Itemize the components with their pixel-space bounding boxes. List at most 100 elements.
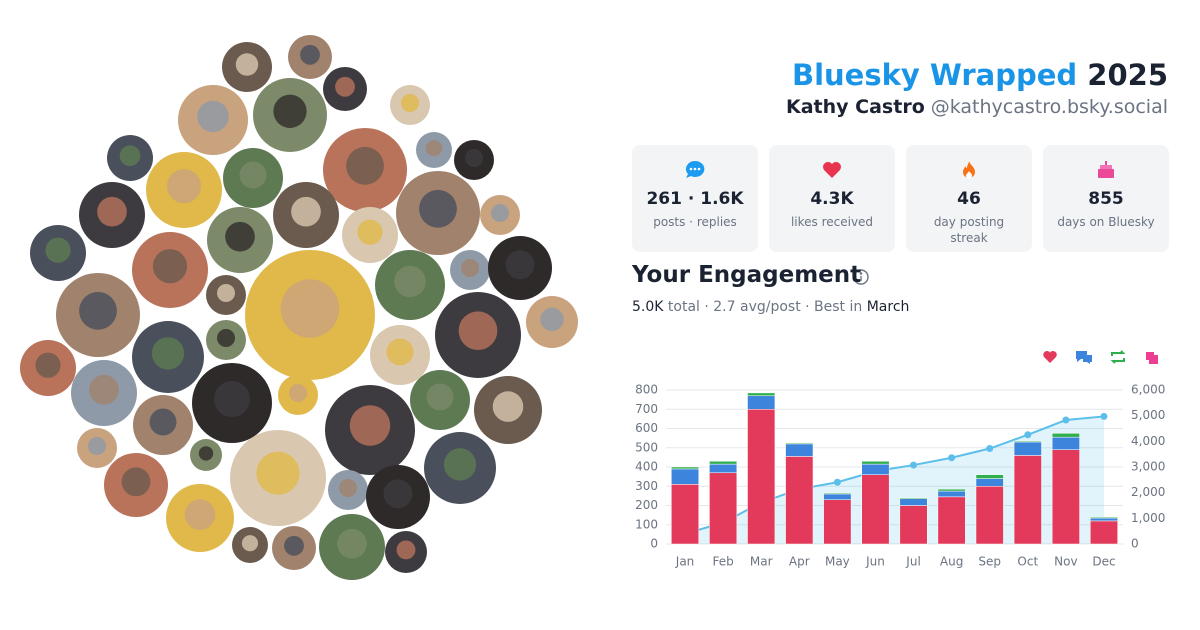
avatar-face [198,446,214,461]
avatar-face [149,408,177,436]
line-point [910,461,918,469]
y2-tick-label: 5,000 [1131,408,1165,422]
x-tick-label: Apr [789,555,810,569]
user-name: Kathy Castro [786,96,925,118]
avatar-face [339,479,357,497]
avatar-face [217,329,235,347]
avatar-face [291,196,321,227]
legend [1043,350,1158,364]
bar-segment [1089,520,1118,545]
y2-tick-label: 2,000 [1131,485,1165,499]
avatar-face [166,169,202,204]
days-icon [1098,161,1114,178]
avatar-face [383,479,413,509]
avatar-face [79,291,117,330]
bar-segment [709,460,738,465]
y2-tick-label: 3,000 [1131,460,1165,474]
bar-segment [937,490,966,498]
avatar-face [273,94,307,128]
bar-segment [937,488,966,492]
y-tick-label: 0 [650,537,658,551]
bar-segment [861,463,890,475]
avatar-face [300,44,320,65]
x-tick-label: Sep [978,555,1001,569]
y-tick-label: 400 [635,460,658,474]
title-brand: Bluesky Wrapped [791,58,1078,92]
stat-cards: 261 · 1.6K posts · replies 4.3K likes re… [632,145,1169,252]
stat-card: 46 day posting streak [906,145,1032,252]
bar-segment [823,499,852,545]
line-point [833,478,841,486]
bar-segment [899,497,928,500]
avatar-face [505,250,535,280]
avatar-face [443,448,477,481]
y2-tick-label: 1,000 [1131,511,1165,525]
best-month: March [866,299,910,315]
line-point [948,454,956,462]
avatar-face [394,265,426,298]
bar-segment [1013,455,1042,545]
bar-segment [709,463,738,474]
bar-segment [1089,517,1118,522]
y-tick-label: 300 [635,479,658,493]
y-tick-label: 200 [635,498,658,512]
avatar-face [256,451,300,495]
x-tick-label: Feb [713,555,734,569]
bar-segment [1051,433,1080,438]
avatar-face [540,307,564,332]
bar-segment [747,395,776,410]
engagement-summary: 5.0K total · 2.7 avg/post · Best in Marc… [632,299,909,315]
avatar-face [89,374,119,405]
y-tick-label: 600 [635,421,658,435]
avatar-face [217,284,235,302]
avatar-face [289,384,307,402]
avatar-face [241,535,259,552]
y-tick-label: 100 [635,517,658,531]
y-tick-label: 700 [635,402,658,416]
stat-card: 261 · 1.6K posts · replies [632,145,758,252]
user-handle[interactable]: @kathycastro.bsky.social [930,96,1168,118]
bar-segment [709,472,738,545]
stat-label: likes received [790,215,874,229]
bar-segment [861,460,890,465]
bar-segment [785,443,814,457]
avatar-face [337,528,367,559]
bar-segment [937,496,966,545]
x-tick-label: Jun [865,555,885,569]
bar-segment [1051,436,1080,450]
bar-segment [975,478,1004,487]
bar-segment [785,456,814,545]
avatar-face [35,352,61,378]
bar-segment [785,442,814,445]
stat-card: 855 days on Bluesky [1043,145,1169,252]
y-tick-label: 500 [635,440,658,454]
avatar-face [491,204,509,222]
avatar-face [458,311,498,351]
user: Kathy Castro @kathycastro.bsky.social [786,96,1168,118]
title-year: 2025 [1087,58,1168,92]
avatar-face [239,161,267,189]
posts-icon [686,160,705,178]
bar-segment [975,474,1004,479]
avatar-face [151,337,185,370]
summary-text: total · 2.7 avg/post · Best in [667,299,863,315]
avatar-face [401,94,419,112]
avatar-cloud [20,35,578,580]
stat-value: 4.3K [810,189,854,209]
streak-icon [963,161,975,179]
avatar-face [386,338,414,366]
avatar-face [465,149,483,167]
bar-segment [975,486,1004,545]
avatar-face [357,219,383,245]
avatar-face [45,237,71,263]
bar-segment [1013,441,1042,456]
avatar-face [121,467,151,497]
stat-value: 46 [957,189,981,209]
avatar-face [197,100,229,133]
info-icon [853,269,869,285]
legend-like-icon [1043,351,1057,363]
line-point [986,445,994,453]
avatar-face [235,53,259,76]
bar-segment [671,484,700,545]
